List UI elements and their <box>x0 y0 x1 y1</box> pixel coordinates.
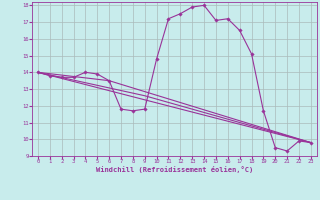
X-axis label: Windchill (Refroidissement éolien,°C): Windchill (Refroidissement éolien,°C) <box>96 166 253 173</box>
